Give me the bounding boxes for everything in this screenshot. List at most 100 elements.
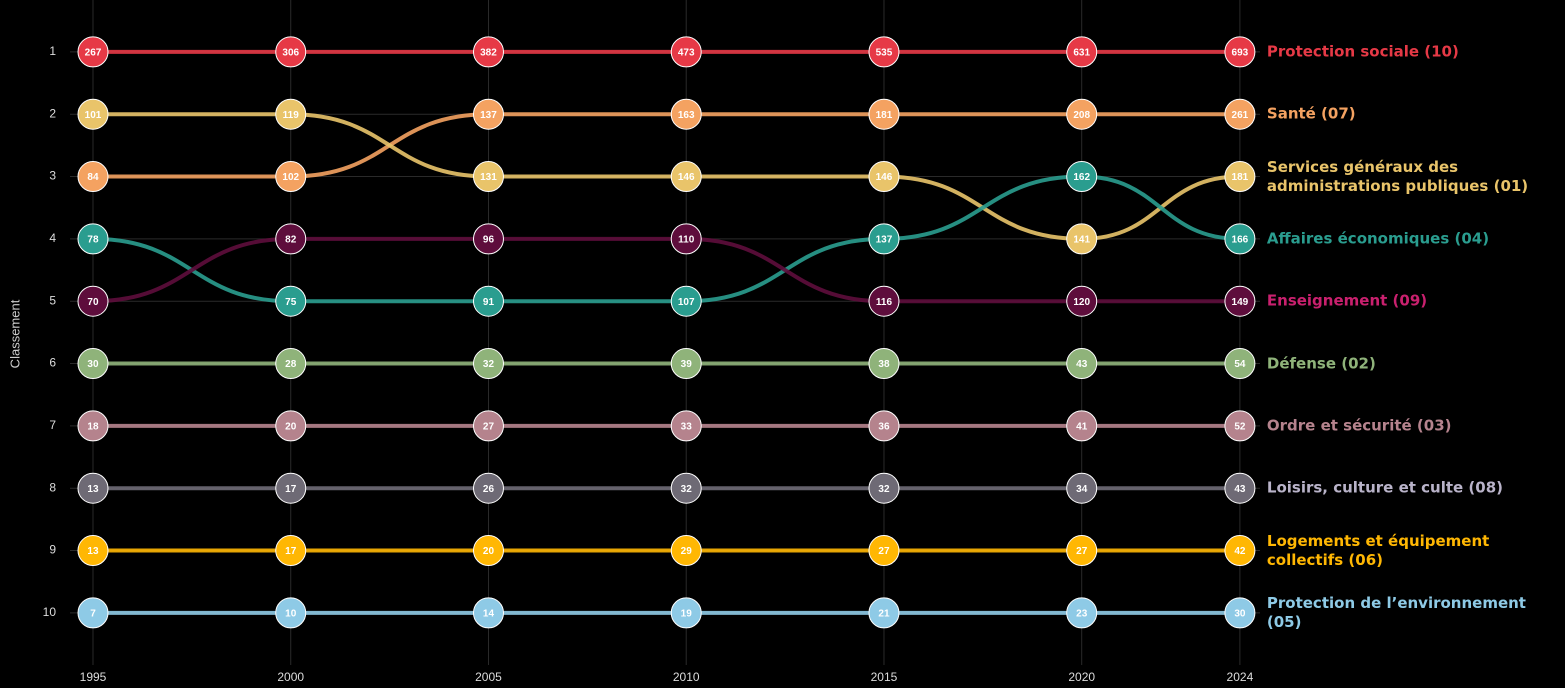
x-tick-label: 2020 bbox=[1068, 670, 1095, 684]
rank-marker bbox=[472, 36, 504, 68]
series-label: Protection de l’environnement (05) bbox=[1266, 593, 1526, 631]
rank-marker bbox=[670, 36, 702, 68]
amount-label: 7 bbox=[90, 609, 96, 620]
rank-marker bbox=[1224, 223, 1256, 255]
amount-label: 29 bbox=[681, 546, 693, 557]
rank-marker bbox=[868, 535, 900, 567]
rank-marker bbox=[1224, 161, 1256, 193]
series-label: Santé (07) bbox=[1266, 104, 1356, 123]
amount-label: 33 bbox=[681, 422, 693, 433]
rank-marker bbox=[472, 285, 504, 317]
lines bbox=[92, 49, 1240, 615]
rank-marker bbox=[77, 223, 109, 255]
amount-label: 27 bbox=[483, 422, 495, 433]
y-tick-label: 3 bbox=[49, 169, 56, 183]
rank-marker bbox=[275, 597, 307, 629]
amount-label: 208 bbox=[1073, 110, 1090, 121]
rank-marker bbox=[1066, 285, 1098, 317]
amount-label: 535 bbox=[876, 48, 893, 59]
amount-label: 162 bbox=[1073, 172, 1090, 183]
amount-label: 101 bbox=[85, 110, 102, 121]
rank-marker bbox=[1224, 348, 1256, 380]
y-axis-label: Classement bbox=[7, 299, 22, 368]
amount-label: 146 bbox=[876, 172, 893, 183]
amount-label: 181 bbox=[876, 110, 893, 121]
rank-marker bbox=[670, 161, 702, 193]
rank-marker bbox=[472, 410, 504, 442]
amount-label: 473 bbox=[678, 48, 695, 59]
amount-label: 34 bbox=[1076, 484, 1088, 495]
amount-label: 27 bbox=[1076, 546, 1088, 557]
series-label: Défense (02) bbox=[1266, 354, 1376, 373]
rank-marker bbox=[670, 285, 702, 317]
rank-marker bbox=[670, 223, 702, 255]
amount-label: 84 bbox=[87, 172, 99, 183]
rank-marker bbox=[1224, 597, 1256, 629]
rank-marker bbox=[77, 36, 109, 68]
amount-label: 39 bbox=[681, 359, 693, 370]
series-label: Affaires économiques (04) bbox=[1266, 229, 1490, 248]
amount-label: 116 bbox=[876, 297, 893, 308]
rank-marker bbox=[1066, 161, 1098, 193]
rank-marker bbox=[868, 223, 900, 255]
rank-marker bbox=[1066, 535, 1098, 567]
amount-label: 146 bbox=[678, 172, 695, 183]
rank-marker bbox=[472, 161, 504, 193]
rank-marker bbox=[1224, 472, 1256, 504]
rank-marker bbox=[275, 36, 307, 68]
amount-label: 13 bbox=[87, 484, 99, 495]
amount-label: 21 bbox=[878, 609, 890, 620]
amount-label: 14 bbox=[483, 609, 495, 620]
amount-label: 20 bbox=[483, 546, 495, 557]
x-tick-label: 2010 bbox=[673, 670, 700, 684]
amount-label: 43 bbox=[1076, 359, 1088, 370]
rank-marker bbox=[1224, 98, 1256, 130]
y-tick-label: 10 bbox=[43, 605, 57, 619]
amount-label: 17 bbox=[285, 546, 297, 557]
amount-label: 43 bbox=[1234, 484, 1246, 495]
amount-label: 137 bbox=[480, 110, 497, 121]
amount-label: 30 bbox=[1234, 609, 1246, 620]
rank-marker bbox=[1224, 36, 1256, 68]
rank-marker bbox=[1066, 597, 1098, 629]
series-label: Services généraux des administrations pu… bbox=[1266, 157, 1529, 195]
amount-label: 54 bbox=[1234, 359, 1246, 370]
amount-label: 91 bbox=[483, 297, 495, 308]
amount-label: 102 bbox=[282, 172, 299, 183]
rank-marker bbox=[670, 472, 702, 504]
series-label: Loisirs, culture et culte (08) bbox=[1266, 478, 1503, 497]
rank-marker bbox=[275, 98, 307, 130]
rank-marker bbox=[1224, 410, 1256, 442]
series-label: Logements et équipement collectifs (06) bbox=[1266, 531, 1490, 569]
rank-marker bbox=[77, 535, 109, 567]
rank-marker bbox=[868, 597, 900, 629]
y-tick-label: 9 bbox=[49, 543, 56, 557]
y-tick-label: 1 bbox=[49, 44, 56, 58]
rank-marker bbox=[275, 535, 307, 567]
rank-marker bbox=[275, 472, 307, 504]
rank-marker bbox=[77, 410, 109, 442]
rank-marker bbox=[77, 98, 109, 130]
amount-label: 82 bbox=[285, 235, 297, 246]
y-tick-label: 4 bbox=[49, 231, 56, 245]
amount-label: 141 bbox=[1073, 235, 1090, 246]
rank-marker bbox=[1066, 348, 1098, 380]
y-tick-label: 7 bbox=[49, 418, 56, 432]
rank-marker bbox=[868, 98, 900, 130]
rank-marker bbox=[472, 98, 504, 130]
rank-marker bbox=[868, 348, 900, 380]
rank-marker bbox=[670, 410, 702, 442]
amount-label: 10 bbox=[285, 609, 297, 620]
series-label: Ordre et sécurité (03) bbox=[1266, 416, 1452, 435]
amount-label: 52 bbox=[1234, 422, 1246, 433]
rank-marker bbox=[275, 348, 307, 380]
amount-label: 149 bbox=[1232, 297, 1249, 308]
series-line bbox=[92, 236, 1240, 304]
amount-label: 631 bbox=[1073, 48, 1090, 59]
amount-label: 13 bbox=[87, 546, 99, 557]
y-tick-label: 6 bbox=[49, 356, 56, 370]
amount-label: 27 bbox=[878, 546, 890, 557]
